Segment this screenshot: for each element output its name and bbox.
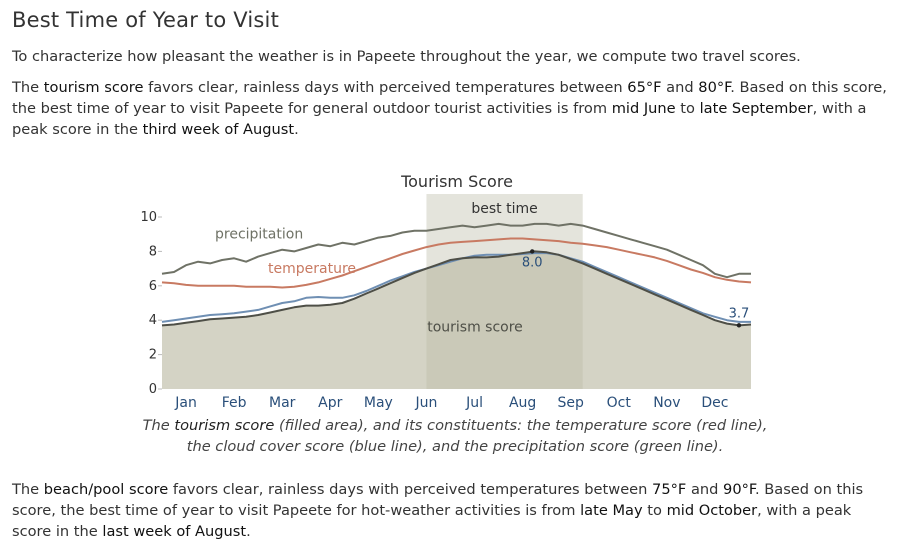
temperature-label: temperature [268, 261, 356, 277]
y-tick-label: 8 [149, 244, 157, 259]
month-label-mar: Mar [269, 395, 296, 411]
beach-score-paragraph: The beach/pool score favors clear, rainl… [12, 481, 864, 540]
precipitation-label: precipitation [215, 227, 303, 243]
y-tick-label: 10 [140, 210, 157, 225]
min-value-label: 3.7 [729, 306, 750, 321]
tourism-score-label: tourism score [427, 319, 523, 335]
y-tick-label: 2 [149, 348, 157, 363]
best-time-start: mid June [611, 100, 676, 117]
beach-best-time-end: mid October [666, 502, 758, 519]
beach-temp-high: 90°F [723, 481, 755, 498]
month-label-may: May [364, 395, 393, 411]
section-heading: Best Time of Year to Visit [12, 8, 280, 32]
best-time-end: late September [699, 100, 813, 117]
peak-week: third week of August [142, 121, 295, 138]
beach-peak-week: last week of August [102, 523, 247, 540]
month-label-sep: Sep [557, 395, 584, 411]
temp-high: 80°F [698, 79, 731, 96]
month-label-aug: Aug [509, 395, 536, 411]
beach-temp-low: 75°F [652, 481, 687, 498]
tourism-score-area [162, 251, 751, 389]
tourism-score-link[interactable]: tourism score [43, 79, 144, 96]
best-time-label: best time [471, 201, 537, 217]
tourism-line [161, 250, 752, 327]
month-label-apr: Apr [318, 395, 342, 411]
temp-low: 65°F [627, 79, 662, 96]
chart-title: Tourism Score [400, 172, 513, 191]
peak-value-label: 8.0 [522, 255, 543, 270]
month-label-oct: Oct [607, 395, 632, 411]
precipitation-line [161, 222, 751, 279]
peak-marker [530, 249, 535, 254]
tourism-score-paragraph: The tourism score favors clear, rainless… [12, 79, 887, 138]
beach-score-link[interactable]: beach/pool score [43, 481, 169, 498]
beach-best-time-start: late May [580, 502, 643, 519]
month-label-jan: Jan [174, 395, 197, 411]
caption-tourism-score-link[interactable]: tourism score [174, 417, 275, 434]
y-tick-label: 4 [149, 313, 157, 328]
min-marker [736, 323, 742, 328]
month-label-nov: Nov [653, 395, 680, 411]
month-label-jun: Jun [415, 395, 438, 411]
month-label-dec: Dec [701, 395, 728, 411]
intro-paragraph: To characterize how pleasant the weather… [12, 48, 801, 65]
chart-caption: The tourism score (filled area), and its… [142, 417, 768, 455]
month-label-feb: Feb [222, 395, 247, 411]
temperature-line [161, 237, 752, 289]
tourism-score-chart: Tourism Score best time 0 2 4 6 8 10 Jan Feb Mar Ap… [140, 172, 752, 411]
y-tick-label: 0 [149, 382, 157, 397]
y-tick-label: 6 [149, 279, 157, 294]
month-label-jul: Jul [465, 395, 483, 411]
